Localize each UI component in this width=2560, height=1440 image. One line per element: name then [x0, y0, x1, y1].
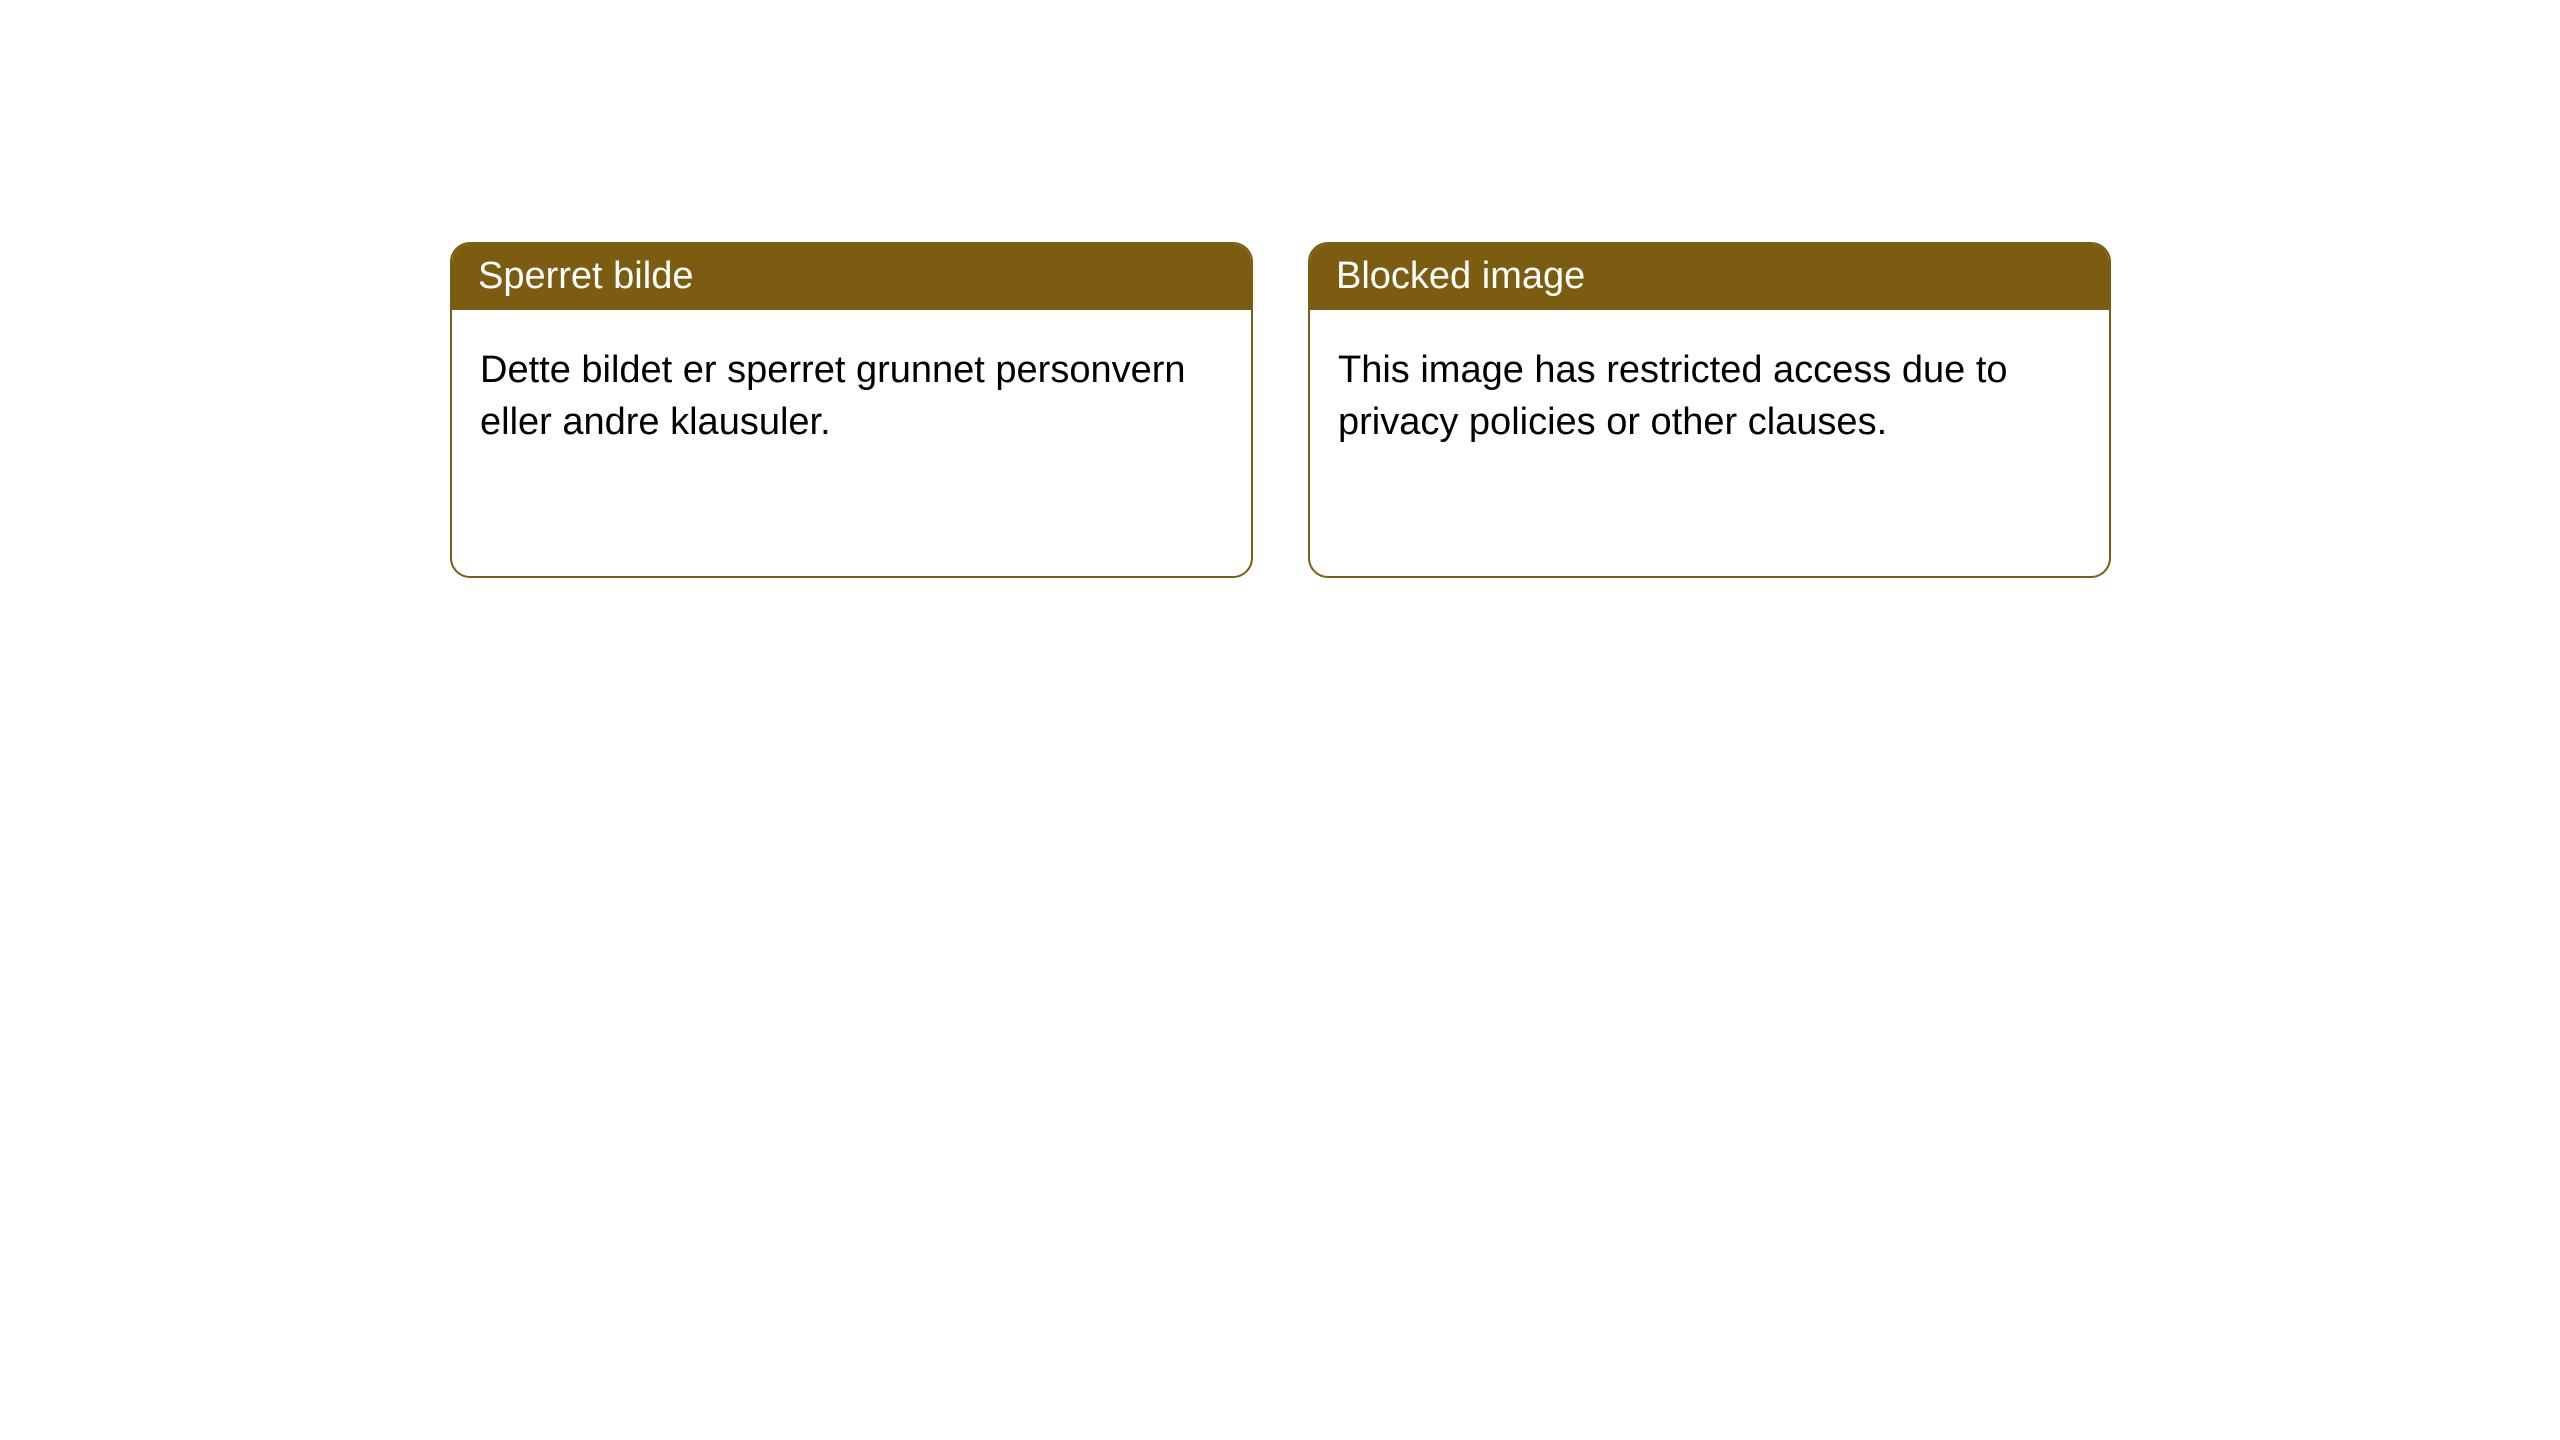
cards-container: Sperret bilde Dette bildet er sperret gr…: [450, 242, 2111, 578]
card-blocked-image-no: Sperret bilde Dette bildet er sperret gr…: [450, 242, 1253, 578]
card-body-en: This image has restricted access due to …: [1310, 310, 2109, 483]
card-header-en: Blocked image: [1310, 244, 2109, 310]
card-body-no: Dette bildet er sperret grunnet personve…: [452, 310, 1251, 483]
card-body-text-en: This image has restricted access due to …: [1338, 344, 2081, 449]
card-header-text-en: Blocked image: [1336, 255, 1585, 297]
card-blocked-image-en: Blocked image This image has restricted …: [1308, 242, 2111, 578]
card-body-text-no: Dette bildet er sperret grunnet personve…: [480, 344, 1223, 449]
card-header-text-no: Sperret bilde: [478, 255, 693, 297]
card-header-no: Sperret bilde: [452, 244, 1251, 310]
